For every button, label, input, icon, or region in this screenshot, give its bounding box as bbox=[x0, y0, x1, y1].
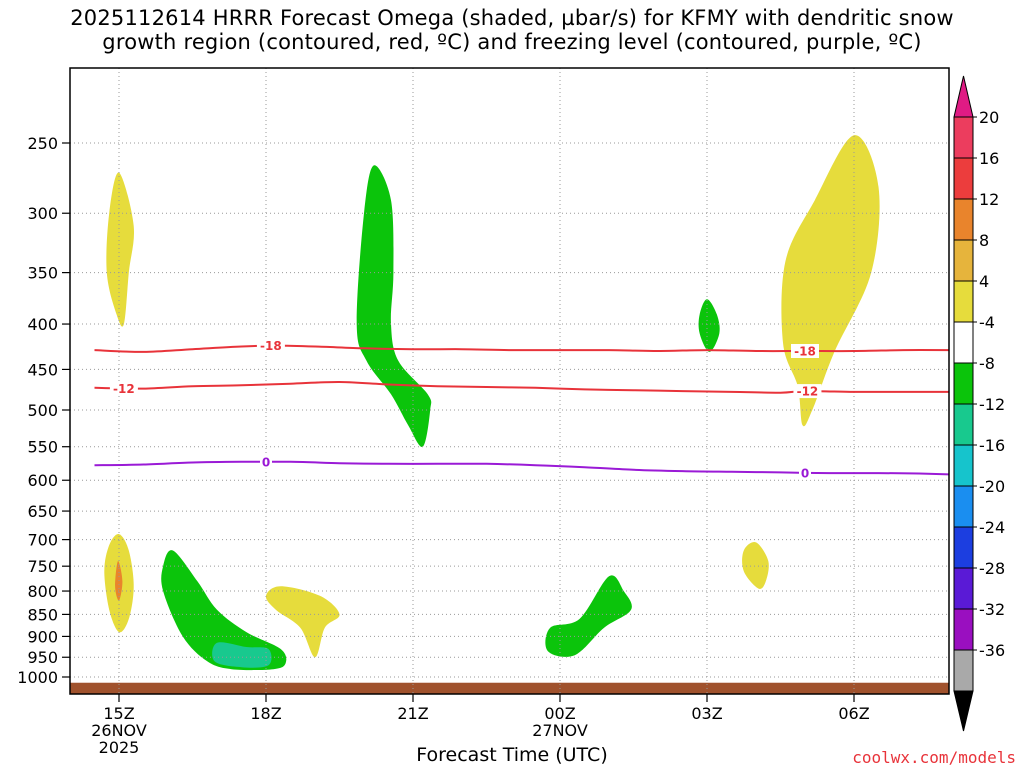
y-tick-label: 300 bbox=[27, 204, 58, 223]
y-tick-label: 550 bbox=[27, 438, 58, 457]
credit-link[interactable]: coolwx.com/models bbox=[852, 748, 1016, 767]
y-axis: 250 300 350 400 450 500 550 600 650 700 750 800 850 9… bbox=[17, 134, 70, 687]
contour-label: -12 bbox=[113, 382, 135, 396]
x-tick-label: 18Z bbox=[250, 704, 281, 723]
colorbar-bin bbox=[953, 526, 974, 569]
y-tick-label: 850 bbox=[27, 605, 58, 624]
colorbar-label: -20 bbox=[979, 477, 1005, 496]
colorbar-top-arrow bbox=[953, 75, 974, 118]
colorbar-label: -16 bbox=[979, 436, 1005, 455]
y-tick-label: 800 bbox=[27, 582, 58, 601]
colorbar-bottom-arrow bbox=[953, 690, 974, 732]
colorbar-bin bbox=[953, 157, 974, 200]
y-tick-label: 700 bbox=[27, 531, 58, 550]
omega-region-down-20z bbox=[356, 165, 432, 447]
colorbar-label: -32 bbox=[979, 600, 1005, 619]
colorbar-label: -36 bbox=[979, 641, 1005, 660]
colorbar-bin bbox=[953, 280, 974, 323]
colorbar-label: 16 bbox=[979, 149, 999, 168]
omega-region-down-03z bbox=[698, 299, 720, 352]
contour-label-bg bbox=[109, 381, 138, 396]
contour-label: 0 bbox=[801, 466, 809, 480]
contour-line--12 bbox=[94, 380, 949, 394]
contour-label: -12 bbox=[797, 385, 819, 399]
colorbar-label: 12 bbox=[979, 190, 999, 209]
grid-layer bbox=[70, 68, 949, 694]
x-tick-label: 2025 bbox=[99, 738, 140, 757]
colorbar-label: 4 bbox=[979, 272, 989, 291]
y-tick-label: 500 bbox=[27, 401, 58, 420]
contour-label-bg bbox=[793, 384, 822, 399]
y-tick-label: 350 bbox=[27, 264, 58, 283]
colorbar-bin bbox=[953, 362, 974, 405]
x-tick-label: 21Z bbox=[397, 704, 428, 723]
colorbar-bin bbox=[953, 608, 974, 651]
omega-region-up-15z-high bbox=[106, 172, 135, 327]
x-tick-label: 03Z bbox=[691, 704, 722, 723]
x-tick-label: 27NOV bbox=[532, 721, 588, 740]
colorbar-bin bbox=[953, 567, 974, 610]
omega-region-down-17z-core bbox=[212, 642, 272, 668]
chart-title-line1: 2025112614 HRRR Forecast Omega (shaded, … bbox=[70, 6, 954, 30]
omega-region-up-19z bbox=[265, 586, 340, 658]
y-tick-label: 250 bbox=[27, 134, 58, 153]
omega-region-down-00z bbox=[545, 575, 632, 657]
y-tick-label: 1000 bbox=[17, 668, 58, 687]
colorbar-bin bbox=[953, 116, 974, 159]
omega-region-down-16z bbox=[161, 550, 287, 671]
colorbar-bin bbox=[953, 321, 974, 364]
contour-label-bg bbox=[791, 344, 819, 359]
colorbar-bin bbox=[953, 198, 974, 241]
y-tick-label: 900 bbox=[27, 627, 58, 646]
colorbar-bin bbox=[953, 239, 974, 282]
plot-frame bbox=[69, 67, 950, 695]
colorbar-label: -8 bbox=[979, 354, 995, 373]
contour-label-bg bbox=[799, 465, 811, 480]
contour-label: 0 bbox=[262, 455, 270, 469]
omega-region-up-06z bbox=[781, 135, 880, 427]
colorbar-bin bbox=[953, 485, 974, 528]
contour-label: -18 bbox=[260, 339, 282, 353]
colorbar-label: -28 bbox=[979, 559, 1005, 578]
colorbar-bin bbox=[953, 649, 974, 692]
contour-label-bg bbox=[256, 338, 285, 353]
x-tick-label: 00Z bbox=[544, 704, 575, 723]
y-tick-label: 450 bbox=[27, 360, 58, 379]
colorbar-label: 20 bbox=[979, 108, 999, 127]
x-tick-label: 06Z bbox=[838, 704, 869, 723]
contour-line--18 bbox=[94, 344, 949, 353]
y-tick-label: 650 bbox=[27, 502, 58, 521]
contour-label-bg bbox=[260, 454, 272, 469]
colorbar-label: 8 bbox=[979, 231, 989, 250]
colorbar-label: -24 bbox=[979, 518, 1005, 537]
colorbar-label: -4 bbox=[979, 313, 995, 332]
y-tick-label: 600 bbox=[27, 471, 58, 490]
contour-layer: -18 -18 -12 -12 0 0 bbox=[94, 338, 949, 480]
contour-line-0 bbox=[94, 460, 949, 476]
ground-layer bbox=[70, 682, 949, 694]
colorbar: 20 16 12 8 4 -4 -8 -12 -16 -20 -24 -28 -32 -36 bbox=[953, 75, 1005, 732]
contour-label: -18 bbox=[794, 345, 816, 359]
y-tick-label: 750 bbox=[27, 557, 58, 576]
ground-strip bbox=[70, 682, 949, 694]
x-tick-label: 15Z bbox=[103, 704, 134, 723]
omega-regions bbox=[104, 135, 880, 671]
colorbar-bin bbox=[953, 444, 974, 487]
chart-title-line2: growth region (contoured, red, ºC) and f… bbox=[102, 30, 922, 54]
colorbar-label: -12 bbox=[979, 395, 1005, 414]
chart-title: 2025112614 HRRR Forecast Omega (shaded, … bbox=[0, 6, 1024, 54]
x-tick-label: 26NOV bbox=[91, 721, 147, 740]
x-axis-label: Forecast Time (UTC) bbox=[416, 744, 608, 766]
y-tick-label: 400 bbox=[27, 315, 58, 334]
colorbar-bin bbox=[953, 403, 974, 446]
y-tick-label: 950 bbox=[27, 648, 58, 667]
omega-region-up-04z bbox=[742, 542, 769, 589]
